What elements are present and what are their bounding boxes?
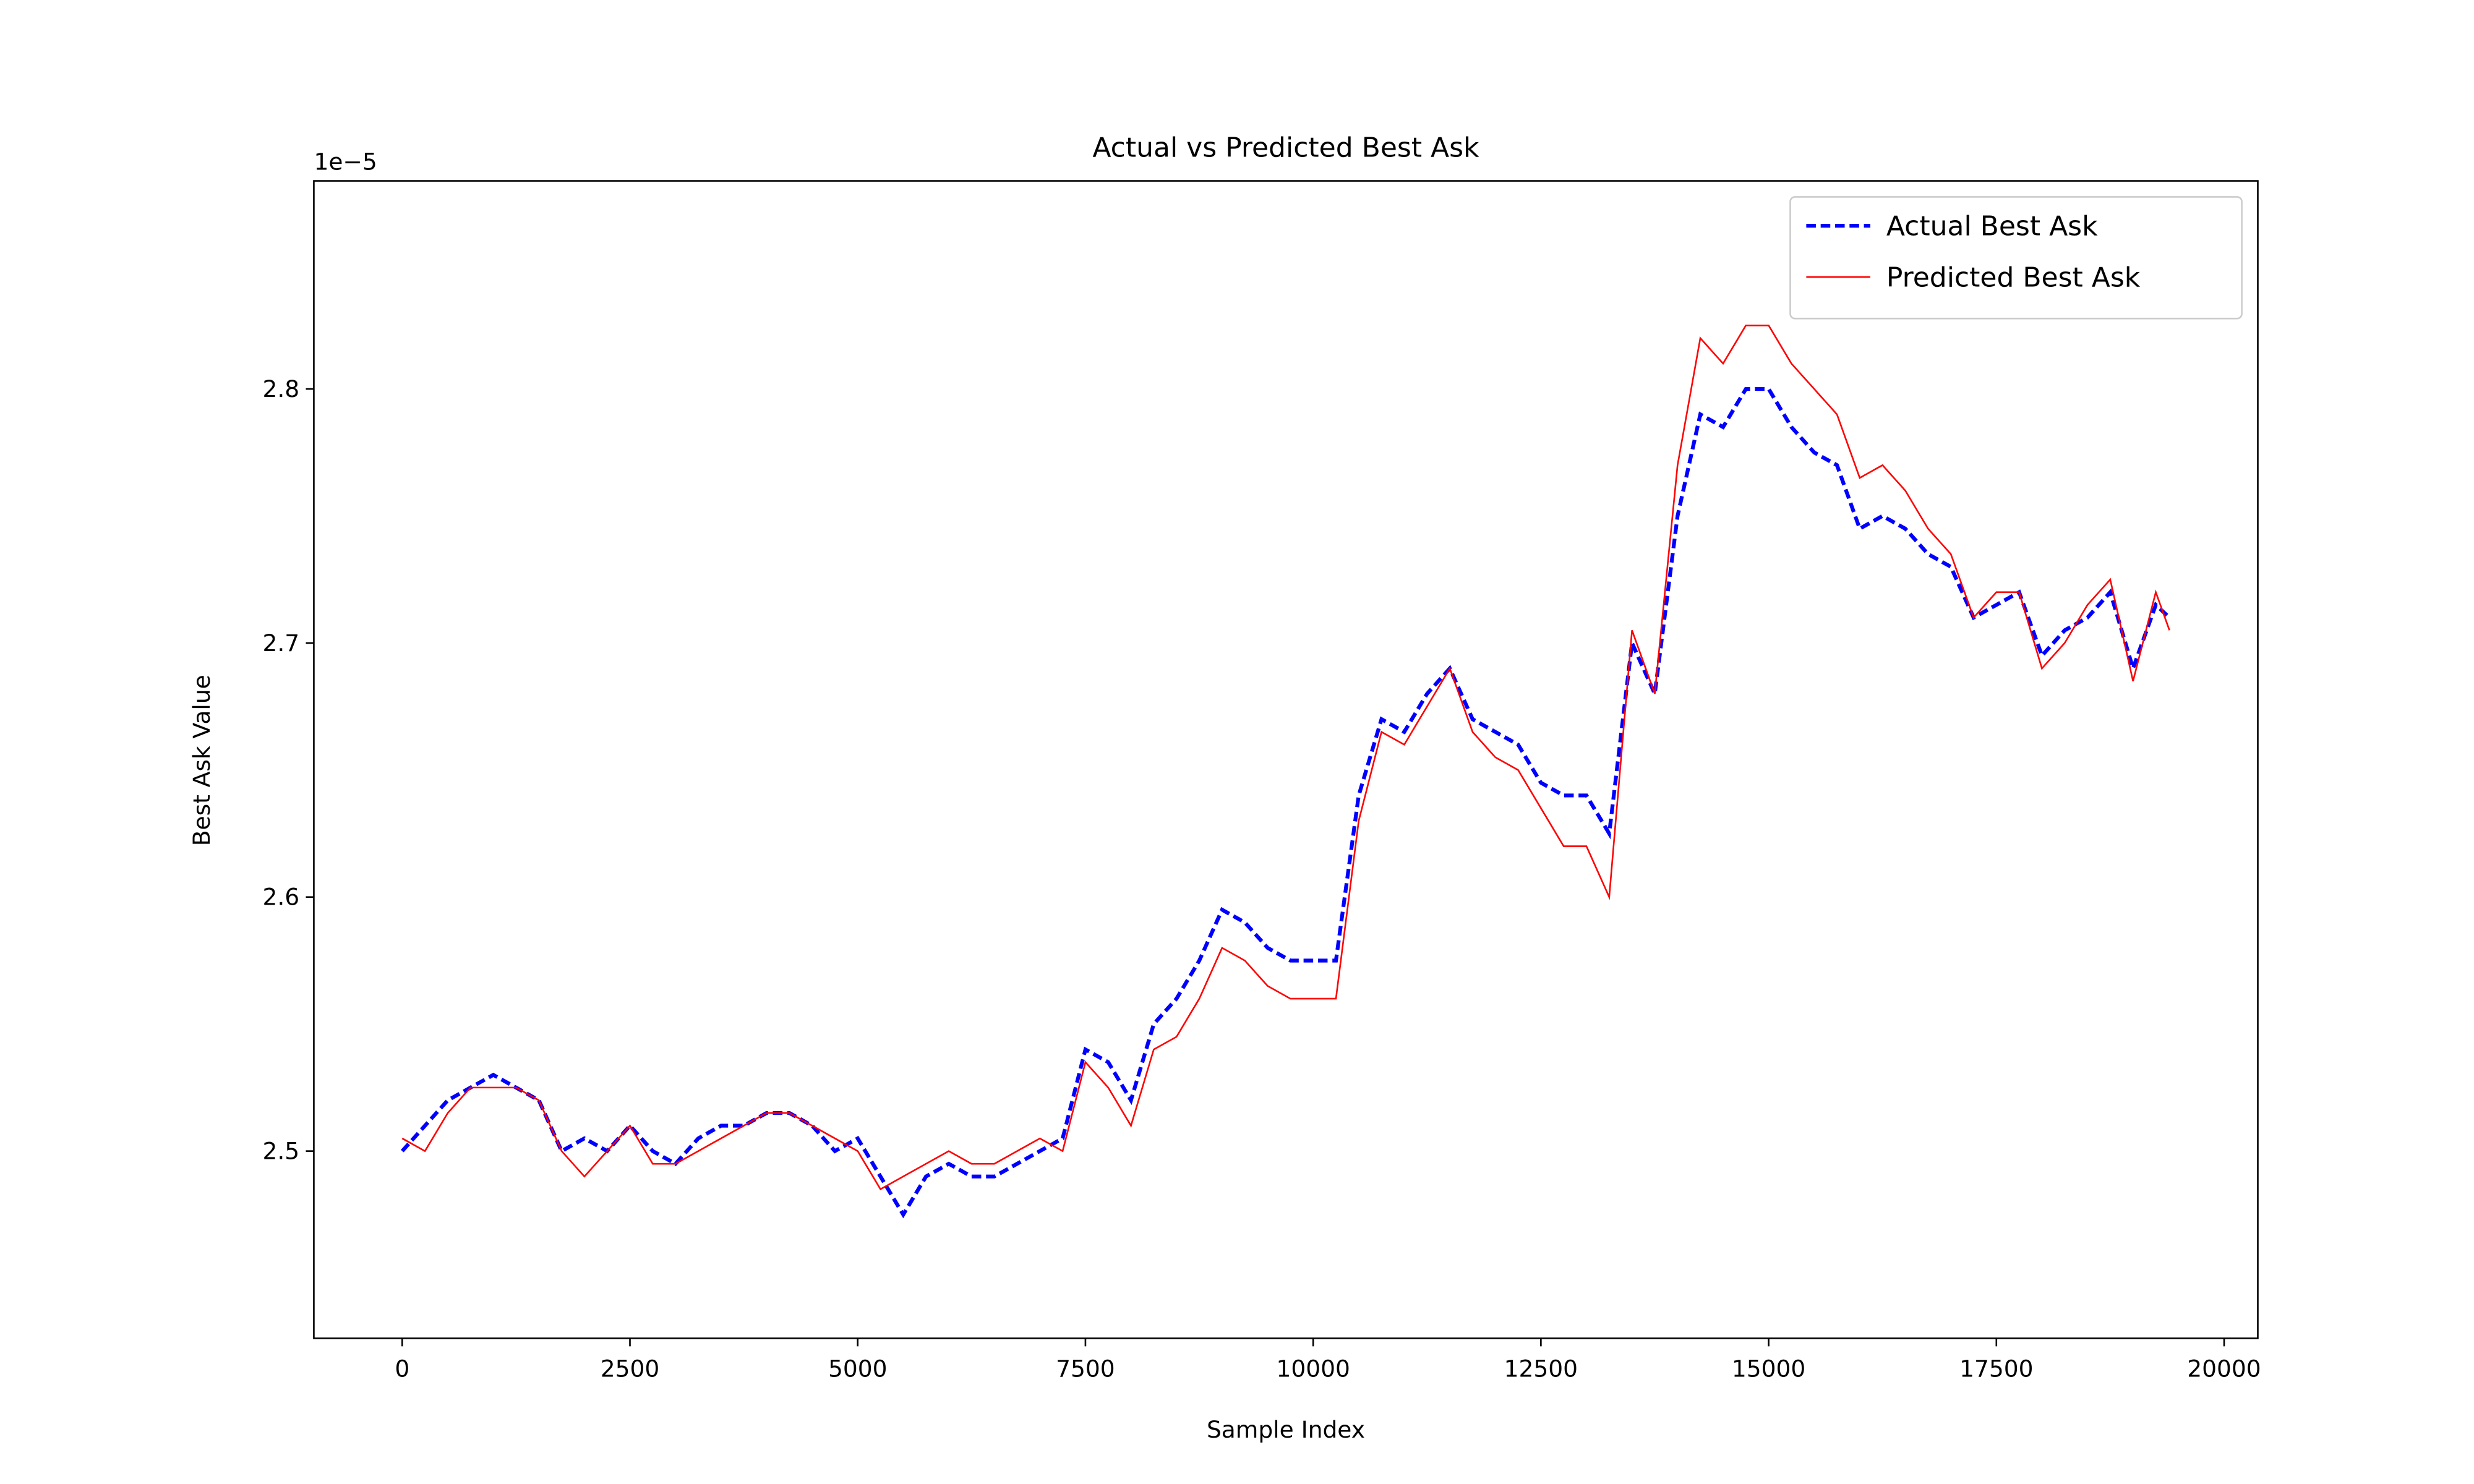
series-line bbox=[400, 386, 2171, 1219]
x-tick-label: 0 bbox=[395, 1355, 409, 1383]
y-tick-label: 2.7 bbox=[262, 629, 299, 657]
x-tick-label: 5000 bbox=[828, 1355, 888, 1383]
y-tick-label: 2.5 bbox=[262, 1138, 299, 1165]
x-tick-label: 7500 bbox=[1056, 1355, 1115, 1383]
x-tick-label: 15000 bbox=[1732, 1355, 1805, 1383]
chart-title: Actual vs Predicted Best Ask bbox=[1092, 132, 1479, 164]
series-line bbox=[401, 325, 2170, 1190]
x-tick-label: 17500 bbox=[1959, 1355, 2033, 1383]
plot-frame bbox=[313, 180, 2259, 1339]
y-tick-label: 2.8 bbox=[262, 375, 299, 403]
x-tick-label: 20000 bbox=[2187, 1355, 2261, 1383]
x-tick-label: 12500 bbox=[1504, 1355, 1578, 1383]
x-axis-label: Sample Index bbox=[1207, 1416, 1365, 1443]
legend-box bbox=[1789, 196, 2243, 320]
legend-label: Actual Best Ask bbox=[1886, 211, 2098, 242]
offset-label: 1e−5 bbox=[314, 148, 377, 175]
y-tick-label: 2.6 bbox=[262, 884, 299, 911]
y-axis-label: Best Ask Value bbox=[188, 675, 215, 846]
x-tick-label: 10000 bbox=[1276, 1355, 1350, 1383]
x-tick-label: 2500 bbox=[601, 1355, 660, 1383]
legend-label: Predicted Best Ask bbox=[1886, 262, 2141, 293]
